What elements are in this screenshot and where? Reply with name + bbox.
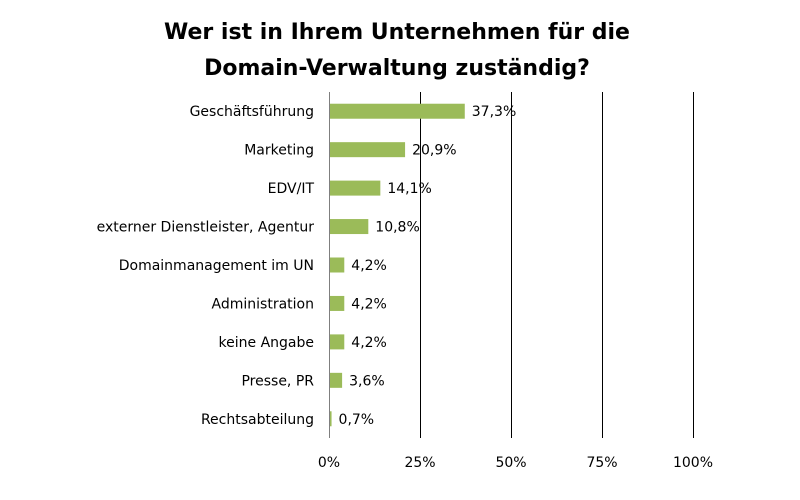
bar — [330, 372, 343, 388]
bar — [330, 295, 345, 311]
bar — [330, 142, 406, 158]
category-label: Marketing — [244, 143, 314, 159]
data-label: 4,2% — [351, 258, 387, 274]
chart-title-line-1: Wer ist in Ihrem Unternehmen für die — [164, 20, 630, 45]
bar — [330, 219, 369, 235]
x-tick-label: 100% — [673, 455, 713, 471]
category-label: Geschäftsführung — [190, 104, 314, 120]
category-label: Presse, PR — [241, 373, 314, 389]
chart-title-line-2: Domain-Verwaltung zuständig? — [204, 56, 590, 81]
category-label: Domainmanagement im UN — [119, 258, 314, 274]
x-tick-label: 0% — [318, 455, 340, 471]
bar — [330, 103, 465, 119]
x-tick-label: 25% — [404, 455, 435, 471]
bar — [330, 257, 345, 273]
data-label: 3,6% — [349, 373, 385, 389]
data-label: 14,1% — [387, 181, 431, 197]
category-label: EDV/IT — [268, 181, 315, 197]
data-label: 0,7% — [339, 412, 375, 428]
category-label: externer Dienstleister, Agentur — [97, 220, 315, 236]
category-label: Administration — [212, 296, 314, 312]
data-label: 20,9% — [412, 143, 456, 159]
x-tick-label: 75% — [586, 455, 617, 471]
category-label: Rechtsabteilung — [201, 412, 314, 428]
bar — [330, 411, 332, 427]
x-axis-ticks: 0% 25% 50% 75% 100% — [318, 455, 713, 471]
x-tick-label: 50% — [495, 455, 526, 471]
data-label: 4,2% — [351, 335, 387, 351]
category-label: keine Angabe — [219, 335, 314, 351]
gridlines — [420, 92, 694, 438]
data-label: 37,3% — [472, 104, 516, 120]
chart-title: Wer ist in Ihrem Unternehmen für die Dom… — [164, 20, 630, 81]
bar — [330, 334, 345, 350]
bars — [330, 103, 465, 427]
data-label: 4,2% — [351, 296, 387, 312]
bar — [330, 180, 381, 196]
data-label: 10,8% — [375, 220, 419, 236]
category-labels: Geschäftsführung Marketing EDV/IT externer … — [97, 104, 315, 428]
value-labels: 37,3% 20,9% 14,1% 10,8% 4,2% 4,2% 4,2% 3,6% 0,7% — [339, 104, 517, 428]
